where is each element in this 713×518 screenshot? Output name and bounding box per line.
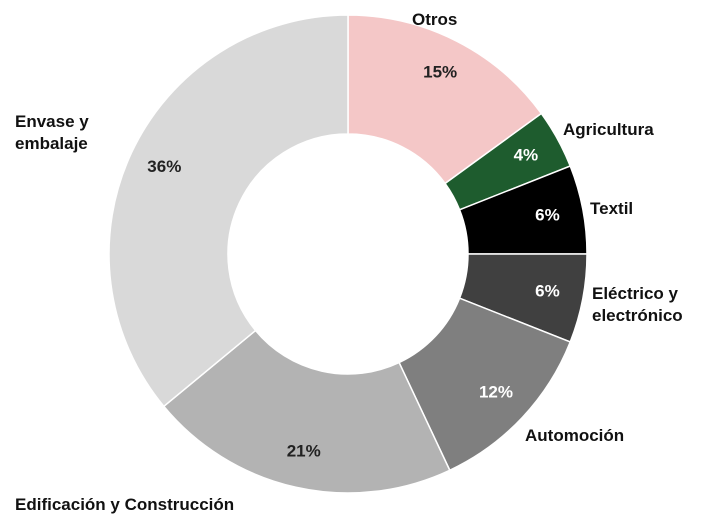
donut-segment (108, 14, 349, 408)
category-label: Textil (590, 199, 634, 218)
category-label: Edificación y Construcción (15, 495, 235, 514)
value-label: 21% (287, 442, 321, 461)
category-label: Agricultura (563, 120, 654, 139)
donut-segment (162, 329, 451, 494)
value-label: 12% (479, 382, 513, 401)
category-label: Envase y embalaje (15, 112, 89, 153)
value-label: 15% (423, 63, 457, 82)
value-label: 6% (535, 205, 560, 224)
value-label: 4% (514, 146, 539, 165)
category-label: Eléctrico y electrónico (592, 284, 683, 325)
value-label: 6% (535, 282, 560, 301)
value-label: 36% (147, 157, 181, 176)
category-label: Automoción (525, 426, 625, 445)
category-label: Otros (412, 10, 458, 29)
donut-segment (347, 14, 543, 185)
